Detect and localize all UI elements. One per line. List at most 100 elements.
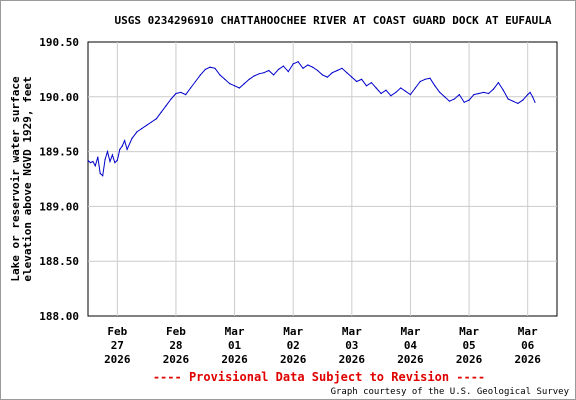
data-point xyxy=(424,78,426,80)
data-point xyxy=(488,92,490,95)
data-point xyxy=(336,69,338,72)
data-point xyxy=(273,74,275,76)
y-tick-label: 189.50 xyxy=(39,146,79,159)
data-point xyxy=(292,63,294,65)
data-point xyxy=(507,98,509,100)
data-point xyxy=(87,159,89,161)
data-point xyxy=(458,94,460,96)
series-line-water-elevation xyxy=(87,61,536,177)
x-tick-label: Mar 01 2026 xyxy=(221,325,248,366)
data-point xyxy=(199,74,201,76)
data-point xyxy=(502,89,504,91)
data-point xyxy=(114,162,116,164)
data-point xyxy=(517,102,519,104)
data-point xyxy=(395,91,397,93)
x-tick-label: Mar 05 2026 xyxy=(456,325,483,366)
data-point xyxy=(204,68,206,70)
data-point xyxy=(185,94,187,96)
data-point xyxy=(400,87,402,89)
data-point xyxy=(468,99,470,101)
data-point xyxy=(302,67,304,69)
data-point xyxy=(317,69,319,72)
data-point xyxy=(282,65,284,67)
data-point xyxy=(106,151,109,153)
x-tick-label: Feb 28 2026 xyxy=(163,325,190,366)
data-point xyxy=(89,162,91,164)
data-point xyxy=(390,95,392,97)
data-point xyxy=(439,91,441,93)
data-point xyxy=(111,154,113,156)
data-point xyxy=(341,67,343,69)
x-tick-label: Mar 03 2026 xyxy=(339,325,366,366)
plot-area xyxy=(87,41,558,317)
data-point xyxy=(312,66,314,68)
data-point xyxy=(351,76,353,78)
data-point xyxy=(170,98,172,100)
x-axis-ticks: Feb 27 2026 Feb 28 2026 Mar 01 2026 Mar 02 2026 Mar 0… xyxy=(104,325,541,366)
data-point xyxy=(414,87,416,89)
data-point xyxy=(307,64,309,66)
data-point xyxy=(434,85,436,87)
data-point xyxy=(331,72,333,74)
data-point xyxy=(124,140,126,142)
data-point xyxy=(99,172,101,175)
data-point xyxy=(527,94,529,96)
data-point xyxy=(219,74,221,76)
data-point xyxy=(109,160,111,163)
data-point xyxy=(297,61,299,63)
data-point xyxy=(473,94,475,96)
data-point xyxy=(119,148,121,150)
data-point xyxy=(238,87,240,89)
data-point xyxy=(258,73,260,75)
data-point xyxy=(448,100,451,102)
x-tick-label: Mar 02 2026 xyxy=(280,325,307,366)
data-point xyxy=(385,89,387,91)
data-point xyxy=(483,91,485,93)
data-point xyxy=(365,85,368,87)
series-points xyxy=(87,61,536,177)
data-point xyxy=(131,137,133,139)
data-point xyxy=(263,72,265,74)
y-tick-label: 189.00 xyxy=(39,200,79,213)
data-point xyxy=(492,88,495,90)
data-point xyxy=(165,105,167,107)
y-axis-label-line-2: elevation above NGVD 1929, feet xyxy=(21,76,34,281)
provisional-notice: ---- Provisional Data Subject to Revisio… xyxy=(153,370,485,384)
data-point xyxy=(497,82,499,84)
data-point xyxy=(453,98,455,100)
data-point xyxy=(243,83,245,85)
data-point xyxy=(463,101,465,103)
data-point xyxy=(121,145,123,147)
data-point xyxy=(116,159,118,161)
data-point xyxy=(522,99,524,101)
data-point xyxy=(277,68,280,70)
credit-text: Graph courtesy of the U.S. Geological Su… xyxy=(331,387,570,397)
data-point xyxy=(419,80,421,83)
data-point xyxy=(370,82,372,84)
gridlines xyxy=(88,42,557,316)
data-point xyxy=(136,131,138,133)
data-point xyxy=(361,78,363,80)
data-point xyxy=(380,92,382,95)
data-point xyxy=(253,75,255,77)
data-point xyxy=(532,96,534,98)
data-point xyxy=(346,72,348,74)
data-point xyxy=(234,85,236,87)
y-tick-label: 190.50 xyxy=(39,36,79,49)
data-point xyxy=(321,74,324,76)
data-point xyxy=(150,121,153,123)
data-point xyxy=(175,92,177,95)
data-point xyxy=(229,83,231,85)
data-point xyxy=(326,76,328,78)
data-point xyxy=(155,118,157,120)
y-tick-label: 190.00 xyxy=(39,91,79,104)
data-point xyxy=(405,90,407,92)
x-tick-label: Mar 06 2026 xyxy=(514,325,541,366)
data-point xyxy=(478,92,480,95)
data-point xyxy=(146,124,148,126)
data-point xyxy=(444,96,446,98)
y-axis-label-line-1: Lake or reservoir water surface xyxy=(9,76,22,282)
data-point xyxy=(375,87,377,89)
